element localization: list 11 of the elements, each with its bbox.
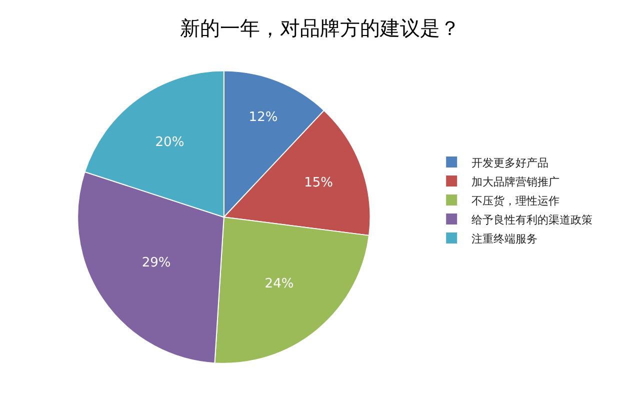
data-label: 15% [304, 176, 334, 191]
chart-title: 新的一年，对品牌方的建议是？ [180, 16, 460, 40]
legend-label: 加大品牌营销推广 [472, 175, 560, 188]
legend-label: 给予良性有利的渠道政策 [472, 213, 593, 226]
legend-label: 注重终端服务 [472, 232, 538, 246]
data-label: 12% [248, 110, 278, 126]
legend-label: 不压货，理性运作 [472, 194, 560, 208]
legend-label: 开发更多好产品 [472, 156, 549, 170]
data-label: 29% [142, 256, 171, 271]
data-label: 20% [155, 135, 184, 150]
data-label: 24% [264, 276, 294, 292]
